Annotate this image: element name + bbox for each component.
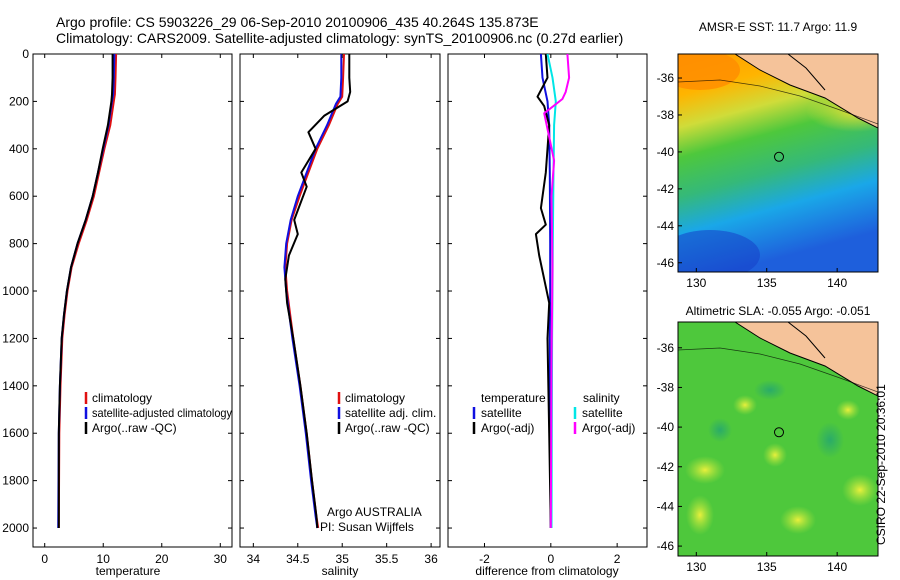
series-line-argo-raw-qc- — [284, 54, 352, 529]
x-tick-label: 2 — [614, 552, 621, 566]
x-tick-label: 36 — [424, 552, 438, 566]
y-tick-label: 1600 — [2, 426, 29, 440]
map-y-tick-label: -42 — [657, 182, 675, 196]
legend-label-temp-argo: Argo(-adj) — [481, 421, 534, 435]
y-tick-label: 1400 — [2, 379, 29, 393]
sla-map-panel: Altimetric SLA: -0.055 Argo: -0.051 130 1… — [657, 304, 879, 574]
sst-map-panel: AMSR-E SST: 11.7 Argo: 11.9 130 135 140 -36… — [657, 20, 879, 290]
sla-map-title: Altimetric SLA: -0.055 Argo: -0.051 — [686, 304, 871, 318]
y-tick-label: 600 — [9, 189, 29, 203]
map-y-tick-label: -44 — [657, 499, 675, 513]
x-tick-label: 20 — [155, 552, 169, 566]
y-tick-label: 200 — [9, 94, 29, 108]
map-x-tick-label: 135 — [757, 560, 777, 574]
map-x-tick-label: 135 — [757, 276, 777, 290]
difference-legend: temperature salinity satellite Argo(-adj… — [472, 391, 635, 435]
temperature-tick-group: 0 10 20 30 0 200 400 600 800 1000 1200 1400 1600 1800… — [2, 47, 232, 566]
y-tick-label: 1200 — [2, 331, 29, 345]
difference-panel: -2 0 2 difference from climatology tempera… — [447, 53, 648, 578]
legend-label-climatology: climatology — [345, 391, 405, 405]
difference-tick-group: -2 0 2 — [448, 53, 647, 566]
map-y-tick-label: -36 — [657, 71, 675, 85]
x-tick-label: 0 — [547, 552, 554, 566]
x-tick-label: 34.5 — [286, 552, 310, 566]
salinity-plot-frame — [239, 53, 441, 548]
difference-x-axis-label: difference from climatology — [475, 564, 618, 578]
figure-title-line1: Argo profile: CS 5903226_29 06-Sep-2010 … — [56, 14, 539, 30]
legend-label-temp-satellite: satellite — [481, 406, 522, 420]
sst-map-field — [678, 54, 878, 272]
sla-map-field — [678, 322, 878, 556]
salinity-series-group — [283, 53, 352, 529]
argo-position-marker — [774, 151, 784, 162]
map-x-tick-label: 130 — [686, 560, 706, 574]
map-y-tick-label: -36 — [657, 341, 675, 355]
land-mass — [734, 54, 878, 129]
series-line-temperature-argo-adj- — [534, 53, 552, 529]
map-y-tick-label: -44 — [657, 219, 675, 233]
sst-map-title: AMSR-E SST: 11.7 Argo: 11.9 — [699, 20, 858, 34]
legend-label-satellite: satellite-adjusted climatology — [92, 406, 232, 420]
map-x-tick-label: 140 — [827, 560, 847, 574]
x-tick-label: 34 — [247, 552, 261, 566]
sla-map-frame — [677, 321, 879, 557]
y-tick-label: 1000 — [2, 284, 29, 298]
annotation-pi: PI: Susan Wijffels — [320, 520, 414, 534]
csiro-timestamp: CSIRO 22-Sep-2010 20:36:01 — [874, 384, 888, 545]
x-tick-label: 0 — [41, 552, 48, 566]
map-y-tick-label: -46 — [657, 539, 675, 553]
temperature-panel: 0 10 20 30 0 200 400 600 800 1000 1200 1400 1600 1800… — [2, 47, 233, 578]
sst-map-frame — [677, 53, 879, 273]
temperature-legend: climatology satellite-adjusted climatolo… — [84, 391, 232, 435]
series-line-temperature-satellite — [539, 53, 552, 529]
figure-title-line2: Climatology: CARS2009. Satellite-adjuste… — [56, 30, 624, 46]
map-y-tick-label: -38 — [657, 380, 675, 394]
map-x-tick-label: 130 — [686, 276, 706, 290]
temperature-plot-frame — [32, 53, 233, 548]
legend-label-climatology: climatology — [92, 391, 152, 405]
x-tick-label: 10 — [97, 552, 111, 566]
legend-label-satellite: satellite adj. clim. — [345, 406, 436, 420]
land-mass — [734, 322, 878, 397]
x-tick-label: 30 — [214, 552, 228, 566]
temperature-x-axis-label: temperature — [96, 564, 161, 578]
x-tick-label: 35.5 — [375, 552, 399, 566]
x-tick-label: 35 — [336, 552, 350, 566]
map-y-tick-label: -40 — [657, 145, 675, 159]
legend-label-argo: Argo(..raw -QC) — [92, 421, 177, 435]
temperature-series-group — [57, 53, 118, 529]
x-tick-label: -2 — [479, 552, 490, 566]
map-y-tick-label: -38 — [657, 108, 675, 122]
salinity-tick-group: 34 34.5 35 35.5 36 — [240, 53, 440, 566]
annotation-argo-australia: Argo AUSTRALIA — [327, 505, 422, 519]
legend-title-salinity: salinity — [583, 391, 620, 405]
salinity-x-axis-label: salinity — [322, 564, 359, 578]
legend-label-argo: Argo(..raw -QC) — [345, 421, 430, 435]
sla-map-tick-group: 130 135 140 -36 -38 -40 -42 -44 -46 — [657, 341, 848, 574]
series-line-salinity-argo-adj- — [543, 53, 571, 529]
salinity-legend: climatology satellite adj. clim. Argo(..… — [337, 391, 436, 435]
map-y-tick-label: -42 — [657, 460, 675, 474]
difference-series-group — [534, 53, 571, 529]
salinity-panel: 34 34.5 35 35.5 36 salinity climatology sate… — [239, 53, 441, 578]
legend-label-sal-argo: Argo(-adj) — [582, 421, 635, 435]
map-y-tick-label: -40 — [657, 420, 675, 434]
y-tick-label: 800 — [9, 237, 29, 251]
y-tick-label: 1800 — [2, 474, 29, 488]
sst-map-tick-group: 130 135 140 -36 -38 -40 -42 -44 -46 — [657, 71, 848, 290]
map-y-tick-label: -46 — [657, 256, 675, 270]
argo-position-marker — [774, 427, 784, 438]
y-tick-label: 2000 — [2, 521, 29, 535]
y-tick-label: 0 — [22, 47, 29, 61]
legend-title-temperature: temperature — [481, 391, 546, 405]
map-x-tick-label: 140 — [827, 276, 847, 290]
series-line-argo-raw-qc- — [57, 54, 114, 528]
legend-label-sal-satellite: satellite — [582, 406, 623, 420]
y-tick-label: 400 — [9, 142, 29, 156]
